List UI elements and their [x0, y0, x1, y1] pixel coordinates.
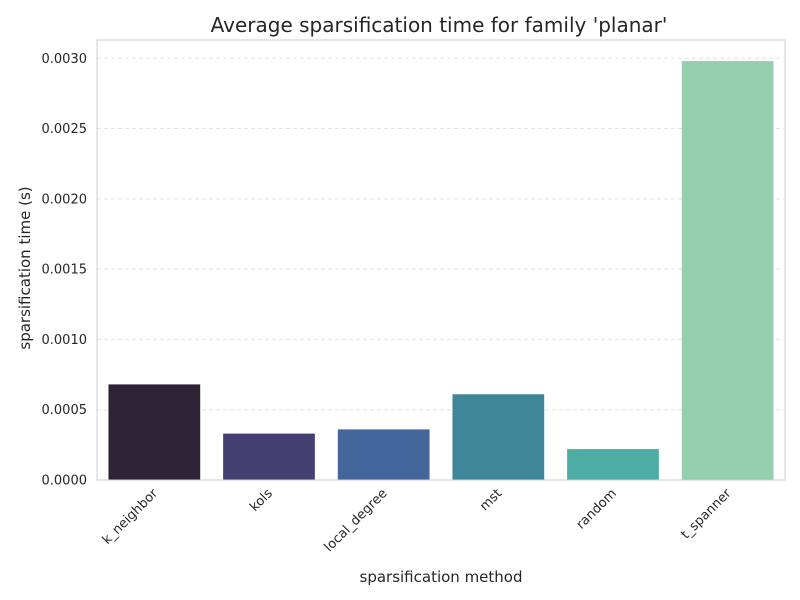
y-axis-label: sparsification time (s): [16, 186, 34, 349]
bar-kols: [223, 433, 315, 480]
bar-local_degree: [337, 429, 430, 480]
x-tick-label-local_degree: local_degree: [322, 486, 391, 555]
y-tick-label: 0.0005: [42, 403, 88, 418]
x-tick-label-t_spanner: t_spanner: [678, 486, 735, 543]
x-tick-label-k_neighbor: k_neighbor: [100, 486, 162, 548]
y-tick-label: 0.0010: [42, 333, 88, 348]
y-tick-label: 0.0000: [42, 474, 88, 489]
x-axis-label: sparsification method: [360, 568, 523, 586]
y-tick-label: 0.0020: [42, 192, 88, 207]
bars: [108, 61, 774, 480]
bar-k_neighbor: [108, 384, 201, 480]
y-tick-label: 0.0015: [42, 263, 88, 278]
x-tick-labels: k_neighbor kols local_degree mst random t_spa…: [100, 486, 735, 555]
x-tick-label-mst: mst: [477, 486, 505, 514]
plot-frame: [96, 39, 786, 481]
y-tick-labels: 0.0000 0.0005 0.0010 0.0015 0.0020 0.0025 0.00…: [42, 52, 88, 489]
chart-title: Average sparsification time for family '…: [211, 13, 668, 37]
y-tick-label: 0.0025: [42, 122, 88, 137]
x-tick-label-kols: kols: [247, 486, 276, 515]
gridlines: [97, 57, 785, 481]
bar-t_spanner: [681, 61, 774, 480]
y-tick-label: 0.0030: [42, 52, 88, 67]
bar-mst: [452, 394, 545, 480]
x-tick-label-random: random: [574, 486, 620, 532]
bar-random: [567, 449, 659, 480]
